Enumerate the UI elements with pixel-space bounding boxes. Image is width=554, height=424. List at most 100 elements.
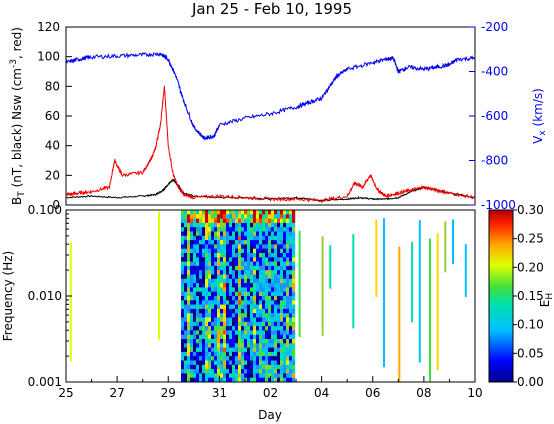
- heatmap-cell: [286, 369, 290, 374]
- heatmap-cell: [193, 347, 197, 353]
- heatmap-cell: [190, 330, 194, 335]
- heatmap-cell: [256, 351, 260, 357]
- heatmap-cell: [268, 321, 272, 327]
- heatmap-cell: [214, 214, 218, 219]
- heatmap-cell: [214, 377, 218, 382]
- heatmap-cell: [205, 270, 209, 275]
- heatmap-cell: [280, 356, 284, 361]
- heatmap-cell: [247, 210, 251, 215]
- heatmap-cell: [220, 278, 224, 284]
- heatmap-sparse-line: [429, 238, 431, 382]
- heatmap-cell: [199, 274, 203, 280]
- heatmap-cell: [286, 356, 290, 361]
- heatmap-cell: [289, 326, 293, 331]
- heatmap-cell: [244, 356, 248, 361]
- heatmap-cell: [259, 308, 263, 314]
- heatmap-cell: [244, 244, 248, 249]
- heatmap-cell: [211, 270, 215, 275]
- heatmap-cell: [250, 287, 254, 292]
- heatmap-cell: [268, 351, 272, 357]
- heatmap-cell: [292, 304, 296, 310]
- heatmap-cell: [247, 321, 251, 327]
- heatmap-cell: [262, 330, 266, 335]
- heatmap-cell: [232, 222, 236, 228]
- heatmap-cell: [241, 356, 245, 361]
- heatmap-cell: [238, 214, 242, 219]
- heatmap-cell: [259, 231, 263, 237]
- heatmap-cell: [247, 274, 251, 280]
- heatmap-cell: [292, 261, 296, 267]
- heatmap-cell: [202, 347, 206, 353]
- heatmap-cell: [271, 347, 275, 353]
- heatmap-sparse-line: [452, 219, 454, 264]
- heatmap-cell: [247, 330, 251, 335]
- heatmap-cell: [226, 283, 230, 288]
- heatmap-cell: [241, 291, 245, 297]
- heatmap-cell: [223, 248, 227, 254]
- heatmap-cell: [238, 270, 242, 275]
- heatmap-cell: [256, 360, 260, 366]
- heatmap-cell: [265, 283, 269, 288]
- heatmap-cell: [190, 227, 194, 232]
- heatmap-cell: [292, 210, 296, 215]
- heatmap-cell: [274, 222, 278, 228]
- heatmap-cell: [205, 274, 209, 280]
- heatmap-cell: [244, 278, 248, 284]
- heatmap-cell: [238, 218, 242, 224]
- heatmap-cell: [268, 356, 272, 361]
- heatmap-cell: [184, 274, 188, 280]
- heatmap-cell: [196, 231, 200, 237]
- bottom-xlabel: Day: [258, 408, 282, 422]
- heatmap-cell: [289, 240, 293, 245]
- heatmap-cell: [184, 248, 188, 254]
- heatmap-cell: [199, 287, 203, 292]
- heatmap-cell: [193, 300, 197, 305]
- heatmap-cell: [277, 257, 281, 262]
- heatmap-cell: [208, 227, 212, 232]
- heatmap-cell: [214, 296, 218, 301]
- heatmap-cell: [199, 369, 203, 374]
- heatmap-cell: [283, 257, 287, 262]
- heatmap-cell: [247, 343, 251, 348]
- heatmap-cell: [181, 343, 185, 348]
- bottom-y-tick-label: 0.001: [28, 375, 62, 389]
- heatmap-cell: [280, 330, 284, 335]
- heatmap-cell: [214, 222, 218, 228]
- heatmap-cell: [277, 351, 281, 357]
- heatmap-cell: [244, 261, 248, 267]
- top-right-tick-label: -400: [481, 65, 508, 79]
- heatmap-cell: [250, 313, 254, 318]
- heatmap-cell: [229, 304, 233, 310]
- heatmap-cell: [253, 291, 257, 297]
- heatmap-cell: [259, 210, 263, 215]
- heatmap-cell: [268, 291, 272, 297]
- top-left-ylabel: BT (nT, black) Nsw (cm-3, red): [9, 27, 27, 205]
- heatmap-cell: [193, 261, 197, 267]
- heatmap-cell: [187, 360, 191, 366]
- heatmap-cell: [184, 296, 188, 301]
- heatmap-cell: [181, 231, 185, 237]
- heatmap-cell: [247, 317, 251, 323]
- heatmap-cell: [217, 248, 221, 254]
- heatmap-cell: [232, 231, 236, 237]
- heatmap-cell: [244, 214, 248, 219]
- heatmap-cell: [187, 222, 191, 228]
- heatmap-cell: [292, 244, 296, 249]
- heatmap-cell: [220, 214, 224, 219]
- heatmap-cell: [292, 326, 296, 331]
- heatmap-cell: [187, 373, 191, 378]
- heatmap-cell: [286, 240, 290, 245]
- heatmap-cell: [259, 270, 263, 275]
- heatmap-cell: [265, 235, 269, 241]
- heatmap-cell: [211, 278, 215, 284]
- heatmap-cell: [241, 218, 245, 224]
- heatmap-cell: [208, 369, 212, 374]
- heatmap-cell: [184, 321, 188, 327]
- heatmap-cell: [244, 377, 248, 382]
- heatmap-cell: [226, 313, 230, 318]
- heatmap-cell: [232, 214, 236, 219]
- heatmap-cell: [262, 364, 266, 370]
- heatmap-cell: [202, 339, 206, 344]
- heatmap-cell: [193, 308, 197, 314]
- heatmap-cell: [250, 227, 254, 232]
